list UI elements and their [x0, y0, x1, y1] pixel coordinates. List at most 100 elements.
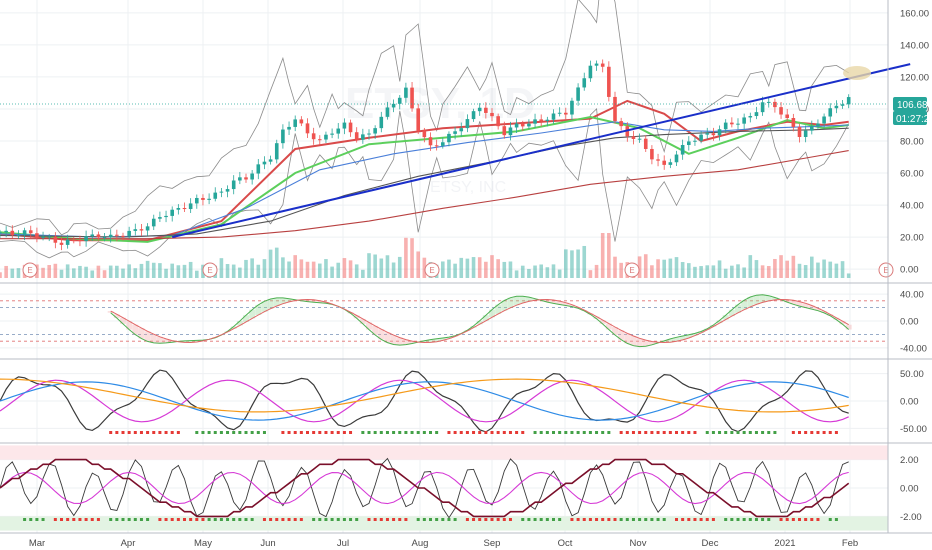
signal-dot — [139, 518, 143, 521]
signal-dot — [545, 431, 549, 434]
oscillator-3-pane[interactable] — [0, 445, 888, 531]
signal-dot — [742, 518, 746, 521]
signal-dot — [330, 518, 334, 521]
signal-dot — [219, 518, 223, 521]
volume-bar — [108, 265, 113, 278]
volume-bar — [305, 261, 310, 278]
candle-body — [527, 123, 531, 127]
signal-dot — [262, 431, 266, 434]
signal-dot — [687, 431, 691, 434]
volume-bar — [324, 259, 328, 278]
signal-dot — [373, 431, 377, 434]
volume-bar — [484, 261, 488, 278]
volume-bar — [151, 262, 156, 278]
signal-dot — [730, 431, 734, 434]
signal-dot — [613, 518, 617, 521]
signal-dot — [822, 431, 826, 434]
volume-bar — [520, 265, 525, 278]
candle-body — [78, 240, 82, 242]
candle-body — [668, 162, 673, 165]
candle-body — [717, 129, 722, 136]
candle-body — [637, 138, 642, 140]
candle-body — [441, 142, 445, 146]
signal-dot — [90, 518, 94, 521]
time-axis[interactable]: Mar Apr May Jun Jul Aug Sep Oct Nov Dec 2021 Feb — [29, 538, 858, 549]
candle-body — [803, 130, 808, 137]
signal-dot — [84, 518, 88, 521]
volume-bar — [256, 264, 261, 278]
signal-dot — [226, 518, 230, 521]
volume-bar — [828, 261, 833, 278]
signal-dot — [115, 431, 119, 434]
price-axis[interactable]: 0.0020.0040.0060.0080.00100.00120.00140.… — [900, 8, 929, 523]
volume-bar — [680, 262, 685, 278]
volume-bar — [59, 269, 64, 278]
candle-body — [96, 234, 101, 238]
volume-bar — [717, 260, 722, 278]
signal-dot — [404, 431, 408, 434]
signal-dot — [570, 518, 574, 521]
candle-body — [318, 139, 322, 141]
volume-bar — [299, 259, 304, 278]
volume-bar — [47, 265, 51, 278]
signal-dot — [681, 518, 685, 521]
volume-bar — [643, 254, 648, 278]
earnings-icon — [878, 262, 894, 278]
signal-dot — [810, 431, 814, 434]
signal-dot — [588, 431, 592, 434]
volume-bar — [281, 257, 285, 278]
month-label: Jun — [260, 538, 275, 549]
signal-dot — [472, 431, 476, 434]
volume-bar — [459, 257, 464, 278]
candle-body — [514, 123, 519, 128]
pane-separators — [0, 0, 932, 534]
volume-bar — [594, 264, 599, 278]
signal-dot — [564, 431, 568, 434]
volume-bar — [748, 255, 753, 278]
signal-dot — [478, 518, 482, 521]
signal-dot — [798, 431, 801, 434]
candle-body — [151, 218, 156, 227]
signal-dot — [207, 518, 211, 521]
candle-body — [145, 226, 150, 231]
volume-bar — [65, 264, 70, 278]
oscillator-2-pane[interactable] — [0, 369, 849, 434]
volume-bar — [354, 264, 359, 278]
signal-dot — [595, 518, 599, 521]
candle-body — [699, 134, 703, 141]
candle-body — [680, 145, 685, 155]
signal-dot — [459, 431, 463, 434]
volume-bar — [779, 255, 783, 278]
signal-dot — [109, 431, 113, 434]
candle-body — [533, 119, 537, 124]
candle-body — [59, 242, 64, 245]
candle-body — [422, 130, 427, 138]
signal-dot — [170, 431, 174, 434]
volume-bar — [16, 268, 21, 278]
oscillator-1-pane[interactable] — [0, 294, 888, 348]
signal-dot — [791, 518, 795, 521]
volume-bar — [588, 270, 593, 278]
volume-bar — [238, 267, 242, 278]
candle-body — [545, 119, 550, 122]
candle-body — [447, 133, 451, 143]
signal-dot — [834, 518, 838, 521]
volume-bar — [742, 267, 746, 278]
volume-bar — [293, 255, 297, 278]
candle-body — [41, 236, 45, 238]
signal-dot — [607, 431, 611, 434]
signal-dot — [502, 518, 506, 521]
candle-body — [687, 141, 691, 146]
volume-bar — [816, 262, 820, 278]
candle-body — [662, 160, 666, 165]
y-tick-label: -2.00 — [900, 512, 922, 523]
signal-dot — [619, 518, 623, 521]
volume-bar — [311, 261, 316, 278]
signal-dot — [385, 518, 389, 521]
signal-dot — [453, 431, 457, 434]
month-label: Oct — [558, 538, 573, 549]
y-tick-label: 120.00 — [900, 72, 929, 83]
earnings-letter: E — [207, 266, 212, 275]
volume-bar — [810, 256, 814, 278]
